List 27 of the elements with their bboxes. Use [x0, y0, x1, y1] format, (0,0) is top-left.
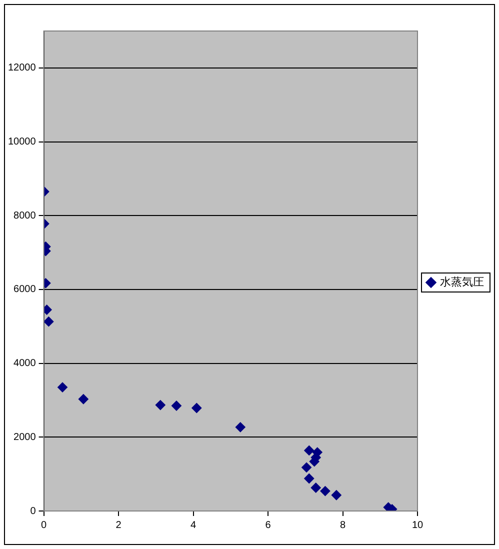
point	[171, 400, 182, 411]
point	[57, 382, 68, 392]
x-tick-label: 8	[340, 520, 346, 531]
x-tick-label: 4	[190, 520, 197, 531]
point	[320, 486, 330, 496]
y-tick-label: 0	[30, 506, 36, 517]
y-tick-label: 6000	[14, 284, 36, 296]
y-tick-label: 4000	[14, 358, 36, 370]
point	[310, 482, 321, 493]
legend-label: 水蒸気圧	[440, 276, 484, 289]
point	[304, 445, 314, 456]
point	[331, 490, 342, 500]
y-tick-label: 12000	[8, 62, 36, 74]
x-tick-label: 0	[41, 520, 48, 531]
point	[78, 394, 88, 404]
point	[235, 422, 246, 432]
x-tick-label: 2	[116, 520, 122, 531]
y-tick-label: 10000	[8, 136, 36, 148]
point	[44, 316, 54, 327]
point	[155, 400, 166, 410]
y-tick-label: 8000	[14, 210, 36, 222]
point	[192, 402, 202, 413]
x-tick-label: 10	[412, 520, 424, 531]
point	[304, 474, 314, 484]
y-tick-label: 2000	[14, 432, 36, 443]
x-tick-label: 6	[265, 520, 272, 531]
point	[302, 462, 312, 472]
